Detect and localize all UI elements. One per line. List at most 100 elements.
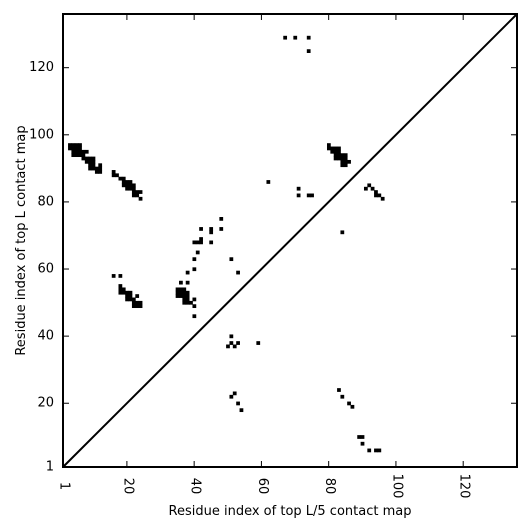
x-tick-label: 80 [322, 478, 337, 495]
contact-cell-upper [128, 186, 133, 191]
contact-cell-upper [71, 143, 76, 147]
contact-cell-upper [326, 143, 331, 147]
contact-cell-upper [74, 143, 79, 147]
contact-cell-upper [74, 149, 79, 154]
contact-cell-upper [118, 290, 123, 295]
x-tick-label: 120 [457, 474, 472, 499]
contact-cell-upper [182, 300, 187, 305]
contact-cell-upper [182, 290, 187, 295]
contact-cell-upper [185, 280, 190, 285]
contact-cell-lower [236, 401, 240, 406]
contact-cell-upper [219, 217, 224, 221]
contact-cell-upper [88, 156, 92, 161]
y-tick-label: 100 [29, 127, 54, 142]
contact-cell-upper [74, 146, 79, 151]
contact-cell-lower [226, 344, 230, 349]
contact-cell-upper [363, 186, 368, 191]
contact-cell-upper [192, 304, 197, 309]
contact-cell-upper [91, 156, 96, 161]
contact-cell-upper [78, 149, 82, 154]
contact-cell-upper [185, 290, 190, 295]
contact-cell-upper [135, 304, 140, 309]
contact-cell-upper [131, 190, 136, 194]
contact-cell-upper [121, 183, 126, 188]
contact-cell-upper [71, 146, 76, 151]
y-tick-label: 120 [29, 60, 54, 75]
contact-cell-upper [121, 290, 126, 295]
contact-cell-upper [209, 227, 214, 231]
contact-cell-upper [283, 35, 288, 40]
contact-cell-upper [111, 173, 116, 178]
contact-cell-upper [306, 49, 311, 53]
contact-cell-upper [78, 143, 82, 147]
contact-cell-upper [333, 146, 338, 151]
contact-cell-upper [121, 287, 126, 292]
contact-cell-upper [337, 153, 341, 158]
contact-cell-upper [340, 153, 345, 158]
contact-cell-upper [111, 170, 116, 174]
contact-cell-upper [88, 166, 92, 171]
contact-cell-upper [219, 227, 224, 231]
contact-cell-upper [306, 35, 311, 40]
contact-cell-upper [195, 240, 200, 245]
x-tick-label: 20 [120, 478, 135, 495]
contact-cell-upper [98, 170, 103, 174]
contact-cell-upper [138, 304, 143, 309]
contact-cell-upper [131, 304, 136, 309]
contact-cell-upper [330, 146, 335, 151]
contact-cell-upper [185, 297, 190, 302]
contact-cell-upper [111, 274, 116, 278]
contact-cell-lower [347, 401, 351, 406]
contact-cell-upper [91, 166, 96, 171]
contact-cell-upper [179, 287, 183, 292]
contact-cell-upper [135, 294, 140, 298]
contact-cell-upper [138, 300, 143, 305]
contact-cell-upper [175, 294, 180, 298]
contact-cell-upper [175, 290, 180, 295]
contact-cell-upper [125, 183, 129, 188]
contact-cell-upper [131, 193, 136, 198]
contact-cell-upper [195, 250, 200, 255]
contact-cell-upper [179, 280, 183, 285]
contact-cell-upper [185, 300, 190, 305]
y-tick-label: 1 [46, 460, 54, 475]
contact-cell-upper [115, 173, 119, 178]
contact-cell-upper [128, 290, 133, 295]
contact-cell-upper [370, 186, 375, 191]
contact-cell-upper [175, 287, 180, 292]
contact-cell-upper [199, 240, 203, 245]
contact-cell-upper [118, 176, 123, 181]
contact-cell-lower [350, 404, 355, 409]
contact-cell-upper [367, 183, 372, 188]
contact-cell-upper [78, 153, 82, 158]
diagonal-line [62, 13, 518, 468]
contact-cell-upper [88, 163, 92, 168]
contact-cell-upper [131, 186, 136, 191]
contact-cell-upper [182, 287, 187, 292]
x-axis-label: Residue index of top L/5 contact map [169, 504, 412, 519]
contact-cell-upper [306, 193, 311, 198]
contact-cell-upper [68, 143, 72, 147]
contact-cell-upper [199, 237, 203, 241]
y-tick-label: 60 [37, 262, 54, 277]
contact-cell-lower [256, 341, 261, 345]
contact-cell-upper [374, 193, 378, 198]
contact-cell-upper [209, 240, 214, 245]
contact-cell-upper [118, 274, 123, 278]
contact-cell-upper [78, 146, 82, 151]
x-tick-label: 60 [255, 478, 270, 495]
contact-cell-upper [337, 156, 341, 161]
contact-cell-upper [125, 180, 129, 184]
y-tick-label: 20 [37, 396, 54, 411]
contact-cell-upper [343, 153, 348, 158]
contact-cell-upper [343, 156, 348, 161]
contact-cell-upper [125, 297, 129, 302]
contact-cell-upper [135, 190, 140, 194]
contact-cell-lower [377, 448, 382, 453]
plot-frame [62, 13, 518, 468]
contact-cell-upper [84, 159, 89, 164]
contact-cell-lower [367, 448, 372, 453]
contact-cell-upper [296, 193, 301, 198]
